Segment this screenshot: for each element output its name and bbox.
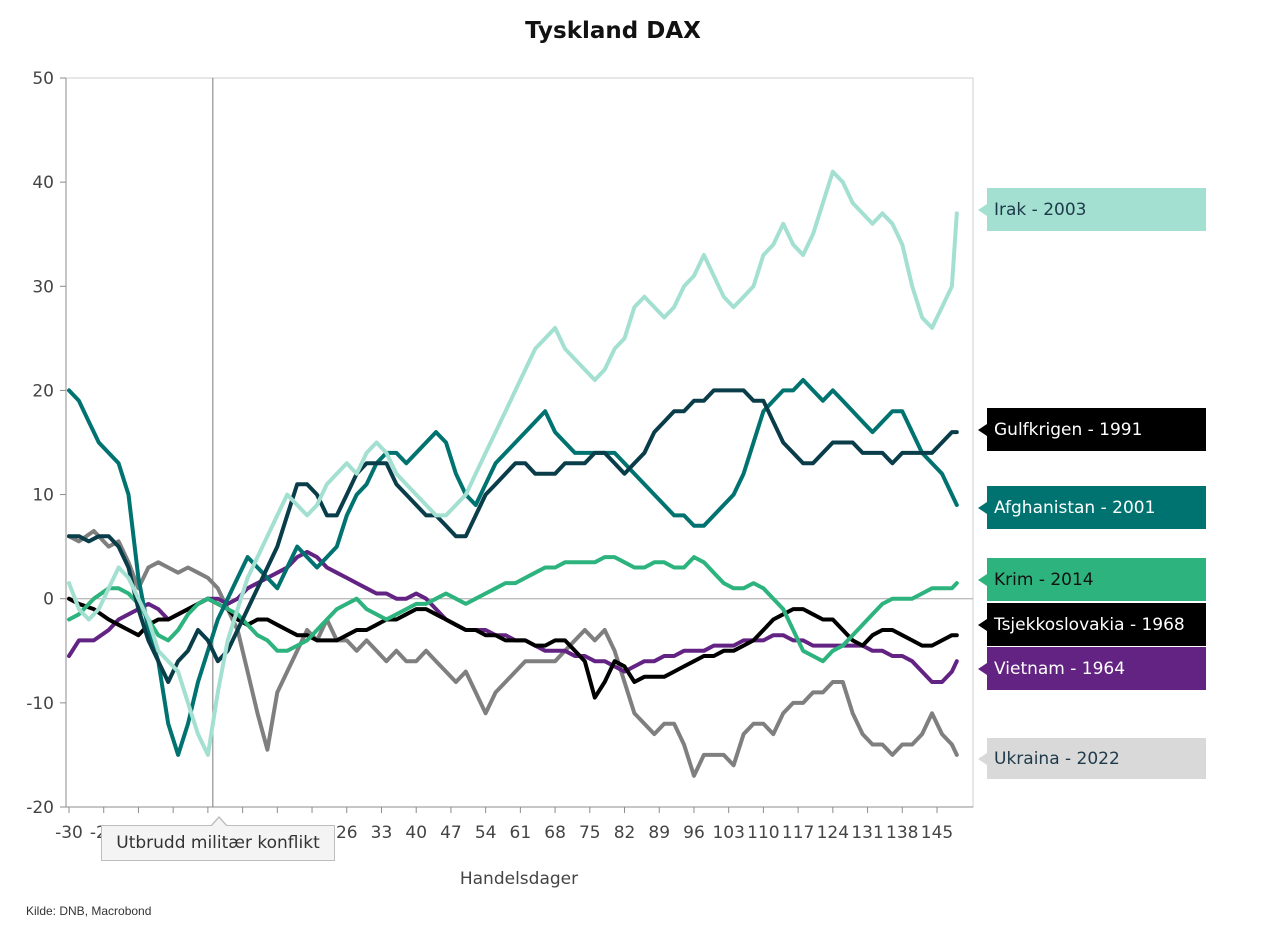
y-tick-label: -10 [26, 694, 54, 714]
x-tick-label: 68 [544, 823, 566, 843]
x-tick-label: 124 [817, 823, 849, 843]
series-label-afghanistan: Afghanistan - 2001 [978, 486, 1206, 529]
series-label-text: Gulfkrigen - 1991 [994, 419, 1143, 440]
chart-axes: -20-1001020304050-30-2326334047546168758… [26, 69, 974, 843]
x-tick-label: 110 [747, 823, 779, 843]
series-label-text: Ukraina - 2022 [994, 748, 1120, 769]
x-tick-label: 117 [782, 823, 814, 843]
y-tick-label: -20 [26, 798, 54, 818]
x-tick-label: 145 [921, 823, 953, 843]
series-label-irak: Irak - 2003 [978, 188, 1206, 231]
series-label-tsjekkoslovakia: Tsjekkoslovakia - 1968 [978, 603, 1206, 646]
y-tick-label: 40 [32, 173, 54, 193]
series-label-ukraina: Ukraina - 2022 [978, 738, 1206, 779]
chart-plot-area [67, 169, 959, 778]
annotation-text: Utbrudd militær konflikt [116, 833, 320, 853]
x-tick-label: 138 [886, 823, 918, 843]
x-tick-label: 96 [683, 823, 705, 843]
series-line-krim [67, 555, 959, 664]
x-tick-label: 54 [475, 823, 497, 843]
series-label-text: Krim - 2014 [994, 569, 1094, 590]
x-tick-label: 103 [712, 823, 744, 843]
x-tick-label: -30 [55, 823, 83, 843]
series-label-text: Tsjekkoslovakia - 1968 [994, 614, 1185, 635]
series-label-gulfkrigen: Gulfkrigen - 1991 [978, 408, 1206, 451]
x-tick-label: 26 [336, 823, 358, 843]
series-label-vietnam: Vietnam - 1964 [978, 647, 1206, 690]
x-tick-label: 131 [851, 823, 883, 843]
series-line-irak [67, 169, 959, 757]
y-tick-label: 30 [32, 277, 54, 297]
x-tick-label: 33 [371, 823, 393, 843]
series-line-afghanistan [67, 378, 959, 757]
x-tick-label: 75 [579, 823, 601, 843]
x-tick-label: 40 [405, 823, 427, 843]
source-note: Kilde: DNB, Macrobond [26, 904, 152, 918]
x-tick-label: 47 [440, 823, 462, 843]
x-tick-label: 89 [648, 823, 670, 843]
annotation-callout: Utbrudd militær konflikt [101, 816, 335, 861]
x-tick-label: 61 [510, 823, 532, 843]
chart-title: Tyskland DAX [525, 18, 701, 44]
y-tick-label: 0 [43, 590, 54, 610]
y-tick-label: 10 [32, 486, 54, 506]
series-line-tsjekkoslovakia [67, 596, 959, 700]
series-label-text: Vietnam - 1964 [994, 658, 1126, 679]
y-tick-label: 20 [32, 381, 54, 401]
series-label-text: Irak - 2003 [994, 199, 1087, 220]
series-line-gulfkrigen [67, 388, 959, 684]
x-axis-label: Handelsdager [459, 869, 579, 889]
series-label-text: Afghanistan - 2001 [994, 497, 1156, 518]
x-tick-label: 82 [614, 823, 636, 843]
series-label-krim: Krim - 2014 [978, 558, 1206, 601]
y-tick-label: 50 [32, 69, 54, 89]
